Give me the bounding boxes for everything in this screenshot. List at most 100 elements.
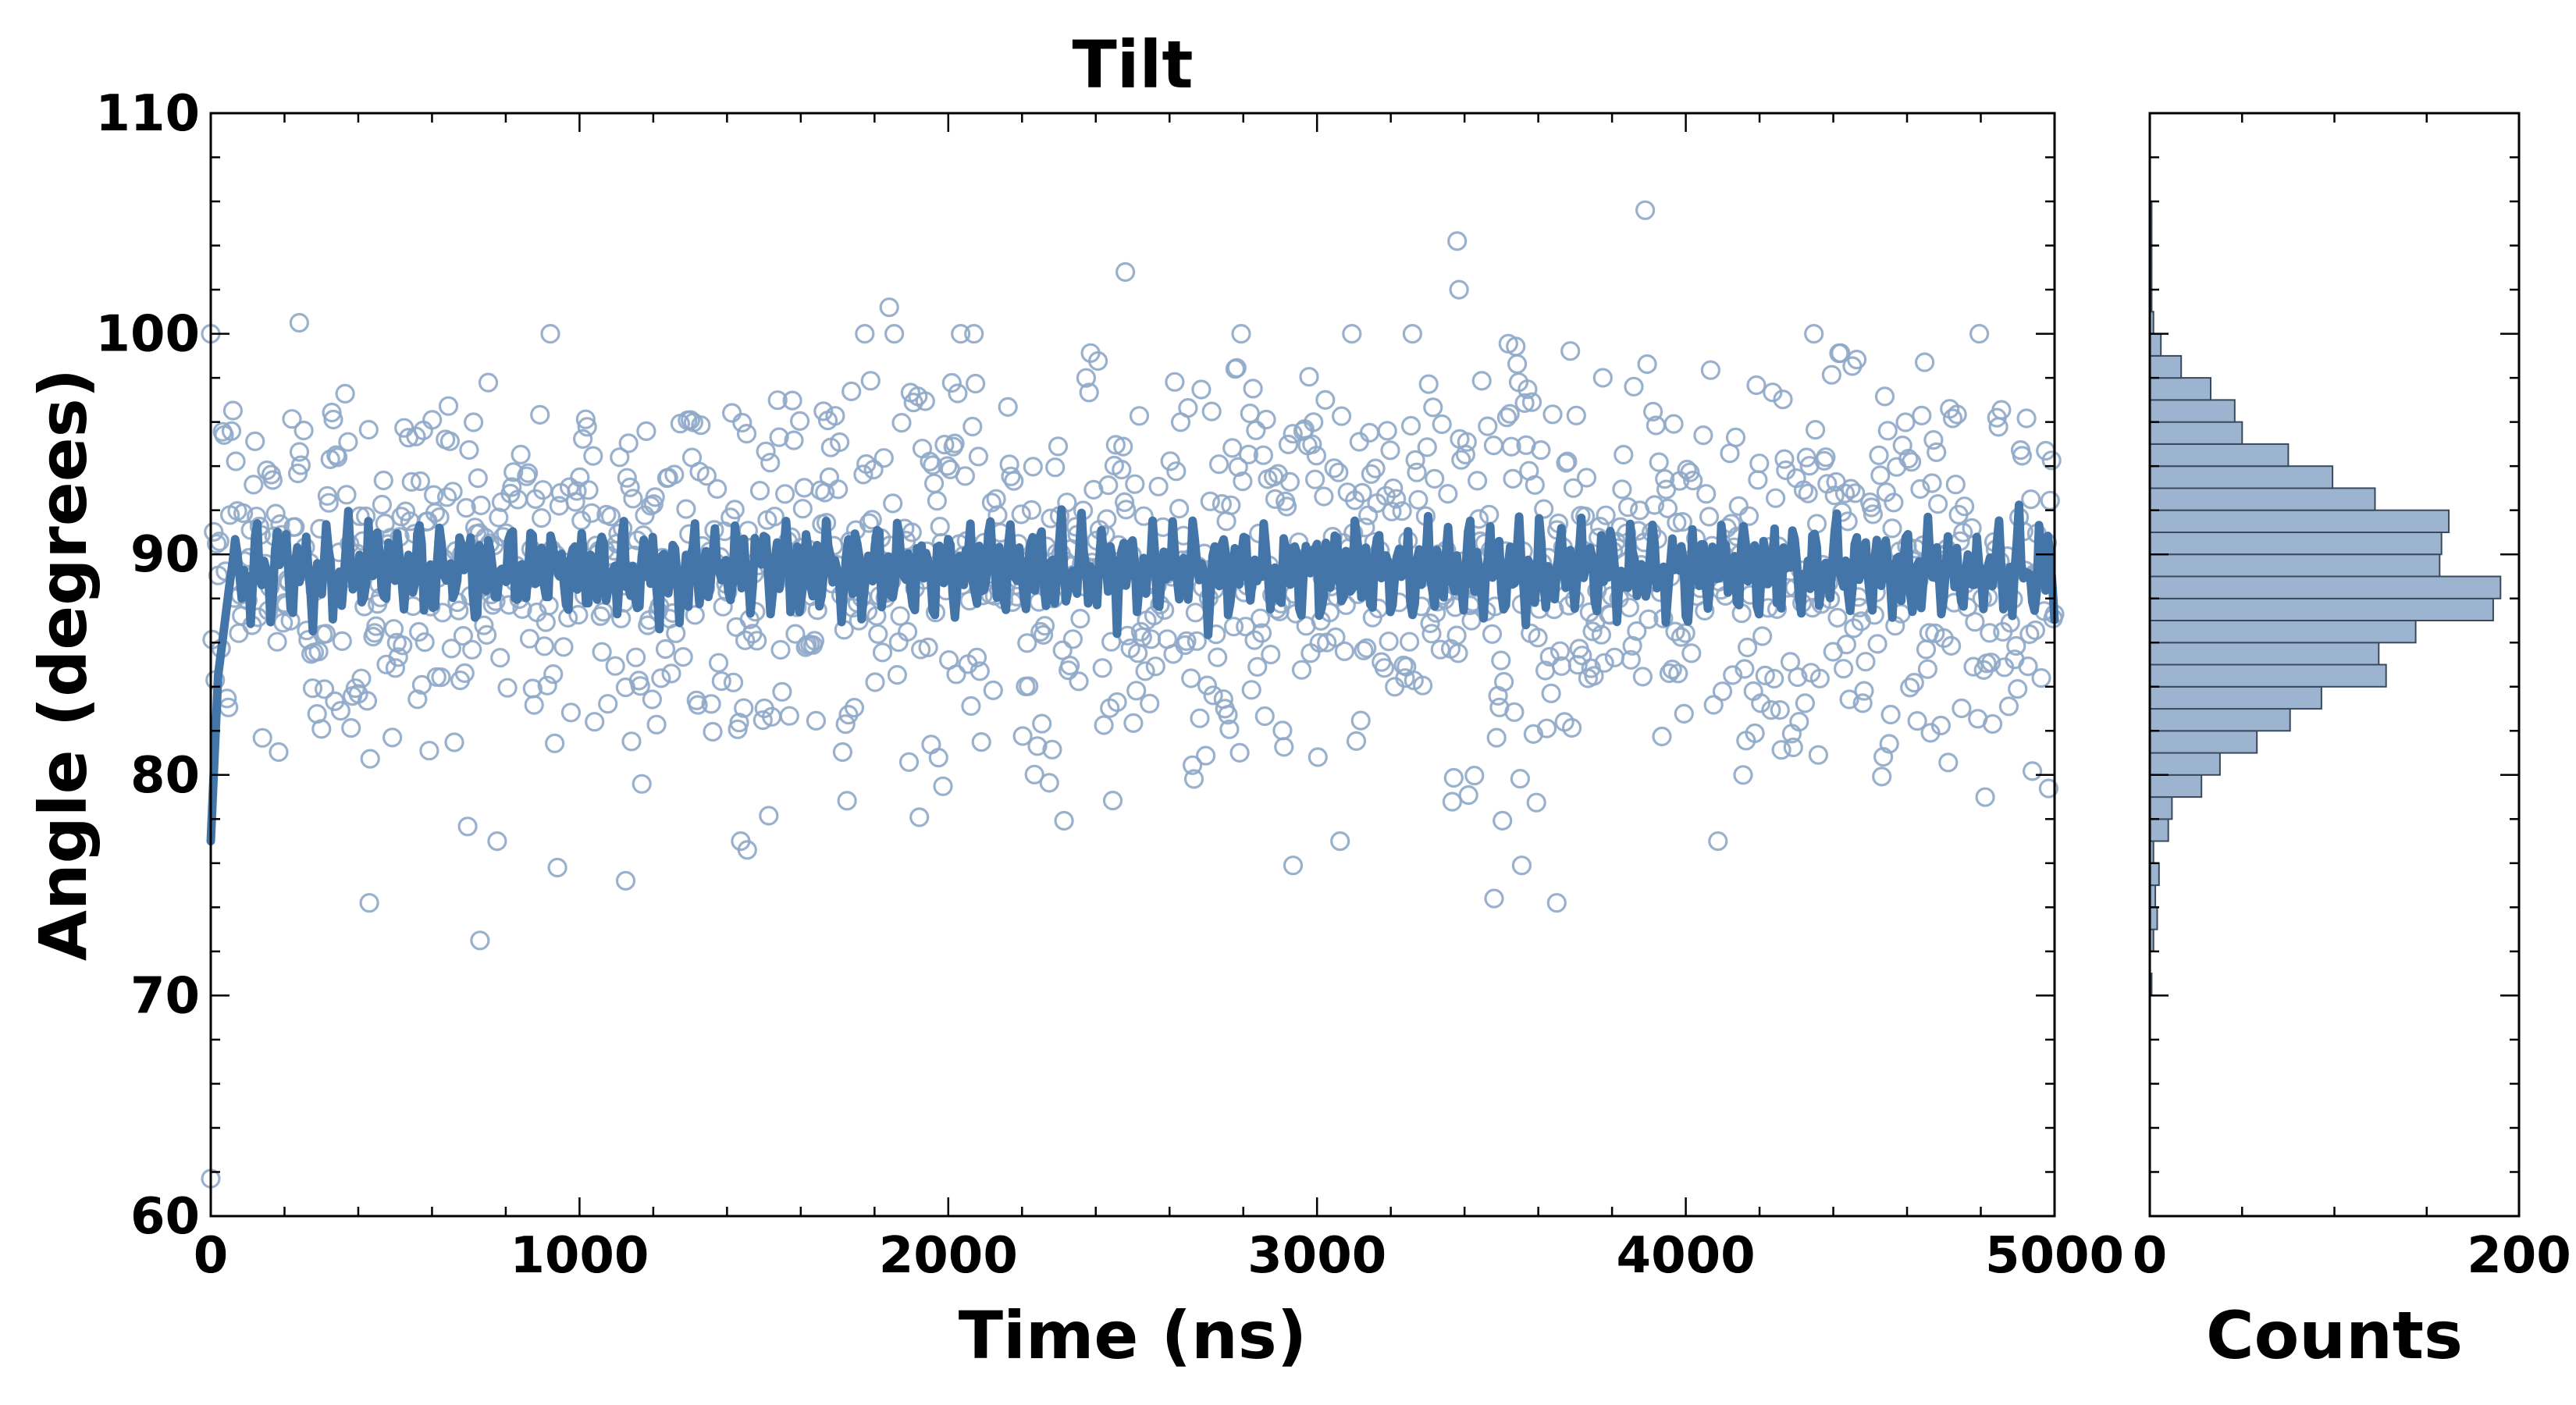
scatter-point: [1735, 659, 1755, 679]
scatter-point: [1659, 663, 1679, 684]
scatter-point: [1728, 496, 1749, 516]
scatter-point: [1105, 435, 1126, 455]
scatter-point: [2040, 490, 2060, 510]
scatter-point: [965, 373, 986, 394]
scatter-point: [1383, 478, 1404, 499]
scatter-point: [1624, 376, 1644, 397]
scatter-point: [383, 619, 404, 639]
scatter-point: [1447, 231, 1468, 251]
scatter-point: [636, 421, 656, 442]
scatter-point: [1872, 767, 1892, 787]
scatter-point: [332, 631, 352, 652]
scatter-point: [1283, 424, 1303, 444]
scatter-point: [1806, 514, 1827, 534]
scatter-point: [760, 453, 781, 473]
scatter-point: [1591, 624, 1611, 645]
scatter-point: [1922, 473, 1942, 493]
scatter-point: [1635, 200, 1656, 220]
scatter-point: [1895, 412, 1916, 432]
scatter-point: [701, 694, 721, 714]
scatter-point: [645, 487, 665, 507]
scatter-point: [1442, 791, 1463, 812]
scatter-point: [819, 467, 840, 488]
scatter-point: [359, 893, 379, 913]
scatter-point: [1612, 479, 1632, 500]
scatter-point: [1528, 628, 1548, 648]
scatter-point: [560, 702, 582, 723]
scatter-point: [1809, 668, 1830, 688]
scatter-point: [1991, 400, 2012, 420]
scatter-point: [983, 680, 1003, 701]
scatter-point: [792, 499, 813, 519]
scatter-point: [1070, 608, 1091, 629]
scatter-point: [1421, 624, 1442, 644]
scatter-point: [938, 456, 958, 476]
scatter-point: [1725, 427, 1746, 448]
scatter-point: [285, 517, 305, 537]
scatter-point: [410, 471, 431, 492]
scatter-point: [1867, 634, 1888, 654]
scatter-point: [749, 480, 770, 501]
scatter-point: [1941, 635, 1962, 656]
scatter-point: [207, 534, 227, 554]
scatter-point: [832, 742, 853, 763]
scatter-point: [912, 439, 933, 459]
scatter-point: [2016, 408, 2037, 429]
scatter-point: [1708, 831, 1728, 852]
scatter-point: [1963, 656, 1984, 677]
scatter-point: [204, 521, 224, 542]
scatter-point: [1827, 607, 1848, 628]
scatter-point: [1291, 660, 1312, 680]
scatter-point: [734, 698, 754, 718]
scatter-point: [1306, 446, 1327, 466]
scatter-point: [1755, 665, 1775, 686]
scatter-point: [431, 667, 451, 688]
scatter-point: [1670, 627, 1692, 647]
histogram-plot: 0 200 Counts: [2133, 112, 2571, 1374]
scatter-point: [1560, 341, 1581, 361]
scatter-point: [1451, 450, 1471, 470]
scatter-point: [1677, 459, 1697, 480]
scatter-point: [1594, 653, 1614, 673]
scatter-point: [951, 324, 971, 344]
scatter-point: [1942, 408, 1963, 429]
scatter-point: [543, 663, 564, 685]
scatter-point: [837, 791, 857, 811]
scatter-point: [553, 637, 574, 657]
scatter-point: [1163, 644, 1183, 664]
scatter-point: [1841, 478, 1861, 499]
scatter-point: [1834, 483, 1856, 503]
scatter-point: [661, 663, 681, 684]
scatter-point: [441, 638, 461, 659]
scatter-point: [1425, 468, 1445, 489]
scatter-point: [1195, 745, 1216, 766]
scatter-point: [265, 503, 286, 524]
scatter-point: [1834, 659, 1854, 679]
scatter-point: [696, 466, 717, 486]
scatter-point: [1493, 810, 1513, 831]
scatter-point: [1219, 719, 1240, 739]
histogram-bar: [2149, 509, 2450, 534]
scatter-point: [934, 434, 955, 455]
scatter-point: [1923, 429, 1944, 450]
scatter-point: [1247, 656, 1268, 677]
scatter-point: [1169, 498, 1190, 519]
scatter-point: [1160, 451, 1180, 471]
scatter-point: [676, 499, 696, 519]
scatter-point: [1076, 368, 1097, 388]
scatter-point: [968, 446, 989, 467]
scatter-point: [1764, 668, 1784, 689]
scatter-point: [330, 700, 350, 721]
scatter-point: [1223, 617, 1244, 637]
scatter-point: [915, 391, 935, 411]
scatter-point: [1380, 440, 1400, 461]
scatter-point: [1619, 597, 1639, 617]
scatter-point: [590, 606, 610, 627]
scatter-point: [841, 381, 862, 401]
scatter-point: [902, 522, 922, 542]
scatter-point: [408, 621, 429, 642]
scatter-point: [1672, 511, 1692, 532]
scatter-point: [1824, 486, 1845, 506]
scatter-point: [1644, 495, 1665, 515]
scatter-point: [1377, 421, 1397, 441]
